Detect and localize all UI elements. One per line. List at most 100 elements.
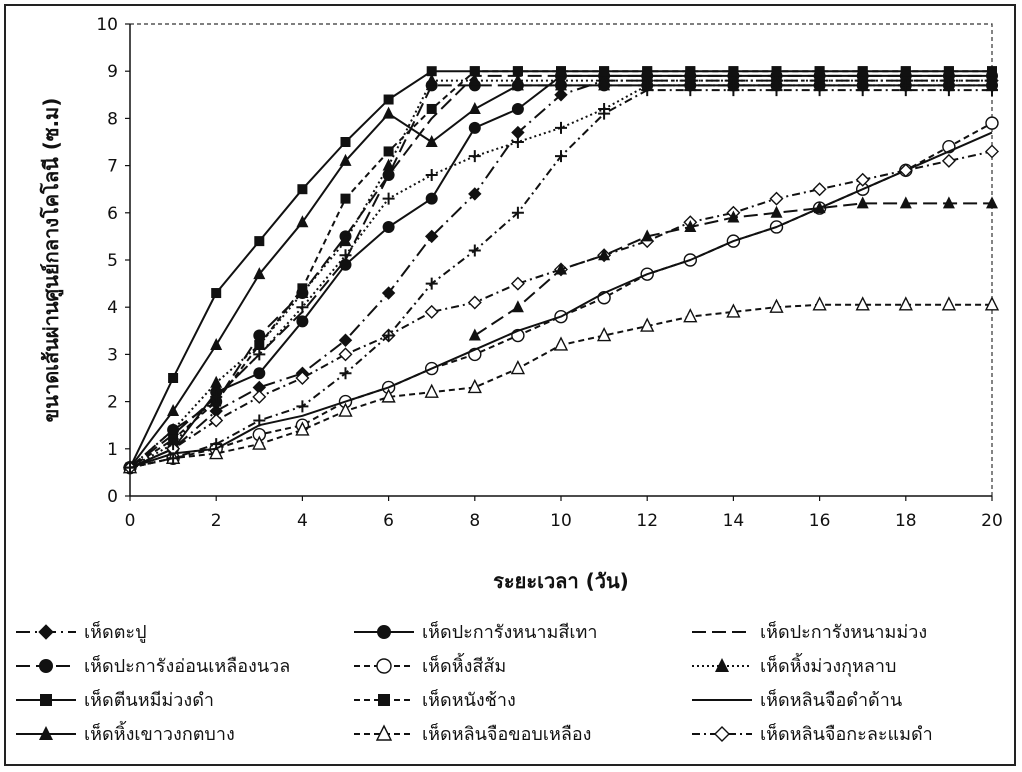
data-point: [425, 192, 438, 205]
legend-marker: [40, 694, 52, 706]
y-tick-label: 0: [107, 487, 118, 507]
data-point: [253, 348, 266, 361]
legend: เห็ดตะปู เห็ดปะการังหนามสีเทา เห็ดปะการังห…: [16, 620, 933, 745]
data-point: [296, 315, 309, 328]
data-point: [296, 400, 309, 413]
series-15: [124, 79, 998, 474]
data-point: [254, 236, 265, 247]
data-point: [640, 317, 655, 332]
y-axis-title: ขนาดเส้นผ่านศูนย์กลางโคโลนี (ซ.ม): [39, 98, 65, 423]
data-point: [424, 229, 439, 244]
data-point: [727, 79, 740, 92]
data-point: [381, 286, 396, 300]
data-point: [855, 172, 870, 187]
data-point: [856, 196, 869, 209]
legend-label: เห็ดหิ้งเขาวงกตบาง: [84, 721, 235, 745]
data-point: [986, 79, 998, 92]
data-point: [468, 121, 481, 134]
data-point: [511, 78, 524, 91]
data-point: [426, 66, 437, 77]
data-point: [855, 296, 870, 311]
data-point: [553, 336, 569, 351]
data-point: [728, 66, 739, 77]
data-point: [167, 438, 180, 451]
x-tick-label: 0: [125, 511, 136, 531]
data-point: [467, 295, 482, 310]
legend-item: เห็ดปะการังหนามม่วง: [692, 620, 927, 643]
y-tick-label: 9: [107, 62, 118, 82]
data-point: [339, 234, 352, 247]
data-point: [943, 66, 954, 77]
data-point: [424, 383, 439, 398]
series-line: [129, 70, 992, 469]
data-point: [555, 262, 567, 275]
data-point: [555, 150, 567, 163]
x-tick-label: 16: [809, 511, 831, 531]
series-13: [468, 196, 998, 341]
y-tick-label: 4: [107, 298, 118, 318]
data-point: [381, 388, 396, 403]
x-tick-label: 18: [895, 511, 917, 531]
data-point: [382, 220, 395, 233]
series-line: [129, 150, 993, 469]
legend-label: เห็ดหิ้งม่วงกุหลาบ: [760, 653, 896, 677]
data-point: [941, 153, 956, 168]
data-point: [685, 66, 696, 77]
data-point: [382, 158, 395, 171]
data-point: [510, 359, 526, 375]
legend-label: เห็ดหิ้งสีส้ม: [422, 653, 506, 677]
legend-item: เห็ดหลินจือกะละแมดำ: [692, 722, 933, 745]
data-point: [684, 79, 697, 92]
data-point: [598, 78, 611, 91]
data-point: [898, 296, 913, 311]
data-point: [425, 169, 438, 182]
legend-label: เห็ดหลินจือดำด้าน: [760, 688, 902, 711]
y-tick-label: 10: [96, 15, 118, 35]
data-point: [771, 66, 782, 77]
data-point: [252, 435, 267, 450]
data-point: [856, 79, 869, 92]
data-point: [770, 79, 783, 92]
data-point: [512, 66, 523, 77]
legend-item: เห็ดหิ้งเขาวงกตบาง: [16, 721, 235, 745]
data-point: [339, 258, 352, 271]
y-tick-label: 5: [107, 251, 118, 271]
data-point: [382, 169, 395, 182]
data-point: [124, 461, 136, 474]
data-point: [769, 298, 784, 313]
data-point: [555, 78, 567, 91]
data-point: [252, 389, 267, 404]
data-point: [167, 422, 180, 435]
data-point: [253, 267, 266, 280]
data-point: [338, 347, 353, 362]
data-point: [554, 88, 568, 102]
data-point: [297, 283, 308, 294]
legend-marker: [39, 659, 53, 673]
data-point: [641, 79, 654, 92]
data-point: [469, 66, 480, 77]
legend-marker: [38, 624, 54, 640]
data-point: [556, 66, 566, 77]
data-point: [253, 329, 266, 342]
data-point: [987, 66, 997, 77]
legend-label: เห็ดหลินจือขอบเหลือง: [422, 722, 591, 745]
x-tick-label: 6: [383, 511, 394, 531]
y-axis-ticks: 0 1 2 3 4 5 6 7 8 9 10: [96, 15, 130, 507]
series-layer: [122, 66, 1000, 475]
legend-label: เห็ดปะการังอ่อนเหลืองนวล: [84, 654, 290, 677]
data-point: [727, 210, 740, 223]
data-point: [511, 300, 524, 313]
x-tick-label: 4: [297, 511, 308, 531]
data-point: [596, 326, 612, 342]
series-line: [129, 131, 993, 469]
data-point: [898, 163, 913, 178]
legend-label: เห็ดปะการังหนามม่วง: [760, 620, 927, 643]
data-point: [511, 206, 524, 219]
data-point: [599, 66, 610, 77]
legend-item: เห็ดหลินจือขอบเหลือง: [354, 722, 591, 745]
data-point: [168, 373, 179, 383]
plot-border-dashed: [130, 23, 993, 496]
y-tick-label: 2: [107, 393, 118, 413]
data-point: [598, 102, 611, 115]
